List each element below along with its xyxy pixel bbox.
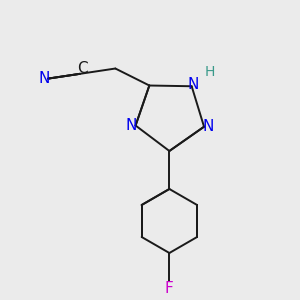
Text: N: N (38, 71, 50, 86)
Text: C: C (77, 61, 88, 76)
Text: H: H (205, 65, 215, 79)
Text: F: F (165, 281, 174, 296)
Text: N: N (202, 119, 214, 134)
Text: N: N (188, 77, 200, 92)
Text: N: N (126, 118, 137, 133)
